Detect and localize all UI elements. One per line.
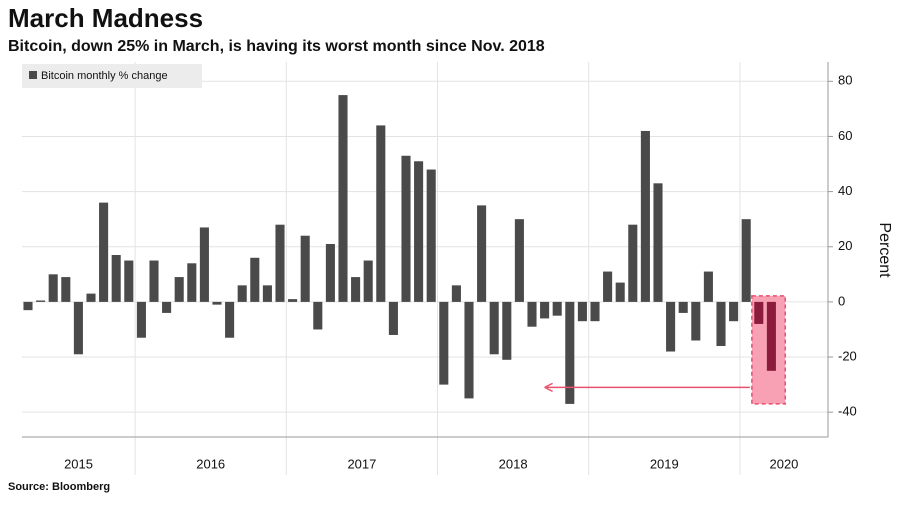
y-tick-label: 60	[838, 128, 852, 143]
x-tick-label: 2016	[196, 456, 225, 471]
bar	[603, 271, 613, 302]
y-tick-label: 0	[838, 293, 845, 308]
bar	[716, 301, 726, 347]
bar	[741, 219, 751, 302]
bar	[388, 301, 398, 335]
bar	[477, 205, 487, 302]
bar	[262, 285, 272, 302]
bar	[73, 301, 83, 355]
bar	[48, 274, 58, 302]
bar	[703, 271, 713, 302]
bar	[313, 301, 323, 330]
bar	[338, 95, 348, 302]
y-axis-label: Percent	[876, 222, 893, 278]
bar	[187, 263, 197, 302]
y-tick-label: 80	[838, 73, 852, 88]
x-tick-label: 2018	[499, 456, 528, 471]
bar	[414, 161, 424, 302]
bar	[325, 243, 335, 302]
bar	[36, 300, 46, 302]
bar	[577, 301, 587, 322]
x-tick-label: 2020	[769, 456, 798, 471]
bar	[540, 301, 550, 319]
chart-subtitle: Bitcoin, down 25% in March, is having it…	[8, 38, 545, 55]
bar	[136, 301, 146, 338]
bar	[640, 130, 650, 302]
bar	[628, 224, 638, 302]
source: Source: Bloomberg	[8, 481, 110, 493]
bar	[237, 285, 247, 302]
bar	[225, 301, 235, 338]
bar	[590, 301, 600, 322]
bar	[275, 224, 285, 302]
bar	[199, 227, 209, 302]
y-tick-label: 40	[838, 183, 852, 198]
bar	[451, 285, 461, 302]
bar	[653, 183, 663, 302]
y-tick-label: -40	[838, 404, 857, 419]
arrow-head	[544, 382, 553, 393]
x-tick-label: 2015	[64, 456, 93, 471]
bar	[300, 235, 310, 302]
bar	[212, 301, 222, 305]
bar	[527, 301, 537, 327]
bar	[615, 282, 625, 302]
bar	[250, 257, 260, 302]
bar	[99, 202, 109, 302]
bar	[678, 301, 688, 313]
bar	[111, 255, 121, 302]
bar	[124, 260, 134, 302]
bar	[363, 260, 373, 302]
bar	[766, 301, 776, 371]
bar	[23, 301, 33, 311]
bar	[162, 301, 172, 313]
bar	[401, 155, 411, 302]
bar	[666, 301, 676, 352]
bar	[754, 301, 764, 324]
bar	[61, 277, 71, 302]
bar	[552, 301, 562, 316]
bar	[149, 260, 159, 302]
bar	[464, 301, 474, 399]
legend-box	[22, 64, 202, 88]
bar	[691, 301, 701, 341]
y-tick-label: -20	[838, 348, 857, 363]
bar	[514, 219, 524, 302]
bar	[489, 301, 499, 355]
bar	[565, 301, 575, 404]
bar	[729, 301, 739, 322]
bar	[376, 125, 386, 302]
bar	[86, 293, 96, 302]
chart-title: March Madness	[8, 3, 203, 33]
bar	[351, 277, 361, 302]
bar	[502, 301, 512, 360]
legend-label: Bitcoin monthly % change	[41, 70, 168, 82]
x-tick-label: 2017	[347, 456, 376, 471]
bar	[288, 299, 298, 302]
bar	[426, 169, 436, 302]
bar	[439, 301, 449, 385]
bar	[174, 277, 184, 302]
legend-swatch	[29, 71, 37, 79]
y-tick-label: 20	[838, 238, 852, 253]
x-tick-label: 2019	[650, 456, 679, 471]
